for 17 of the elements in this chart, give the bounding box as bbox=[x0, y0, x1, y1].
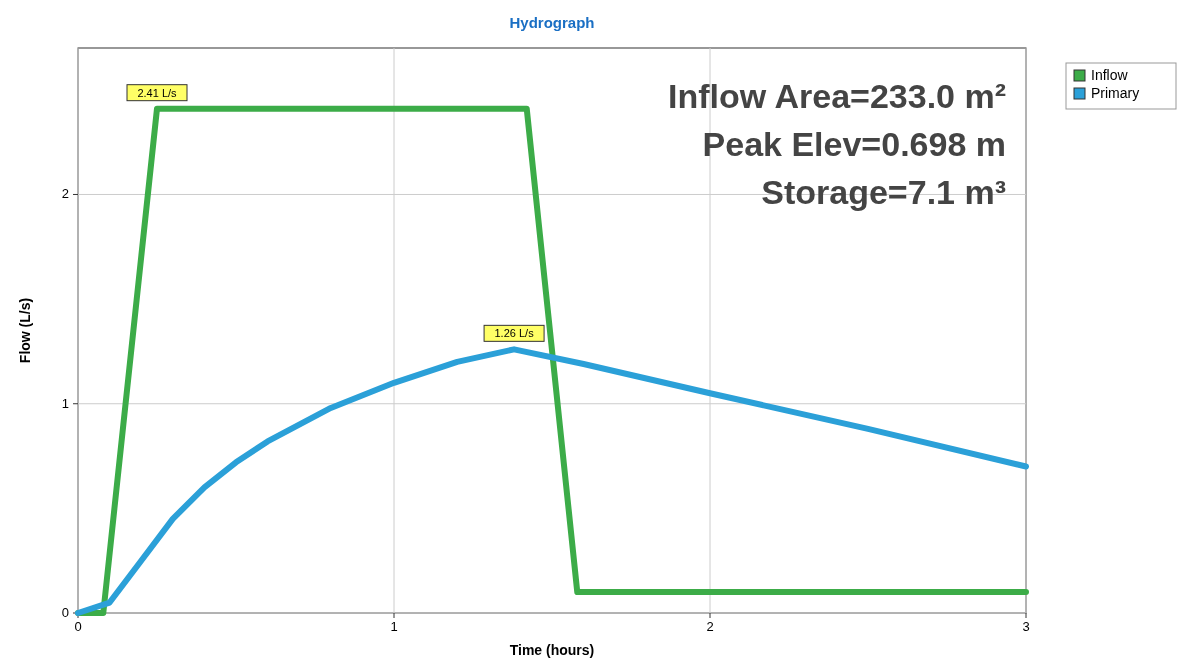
annotation: 2.41 L/s bbox=[137, 86, 178, 99]
annotation: Peak Elev=0.698 m bbox=[702, 125, 1006, 163]
legend-label: Inflow bbox=[1091, 67, 1129, 83]
x-axis-title: Time (hours) bbox=[509, 642, 595, 658]
y-tick-label: 1 bbox=[61, 395, 69, 411]
y-axis-title: Flow (L/s) bbox=[17, 297, 33, 364]
x-tick-label: 3 bbox=[1022, 619, 1030, 634]
x-tick-label: 2 bbox=[706, 619, 714, 634]
annotation: Storage=7.1 m³ bbox=[761, 173, 1006, 211]
chart-title: Hydrograph bbox=[509, 14, 595, 31]
annotation: 1.26 L/s bbox=[494, 327, 535, 340]
annotation: Inflow Area=233.0 m² bbox=[668, 77, 1006, 115]
y-tick-label: 0 bbox=[61, 605, 69, 620]
legend-label: Primary bbox=[1091, 85, 1140, 101]
x-tick-label: 1 bbox=[390, 619, 398, 634]
y-tick-label: 2 bbox=[61, 186, 69, 202]
x-tick-label: 0 bbox=[74, 619, 82, 634]
